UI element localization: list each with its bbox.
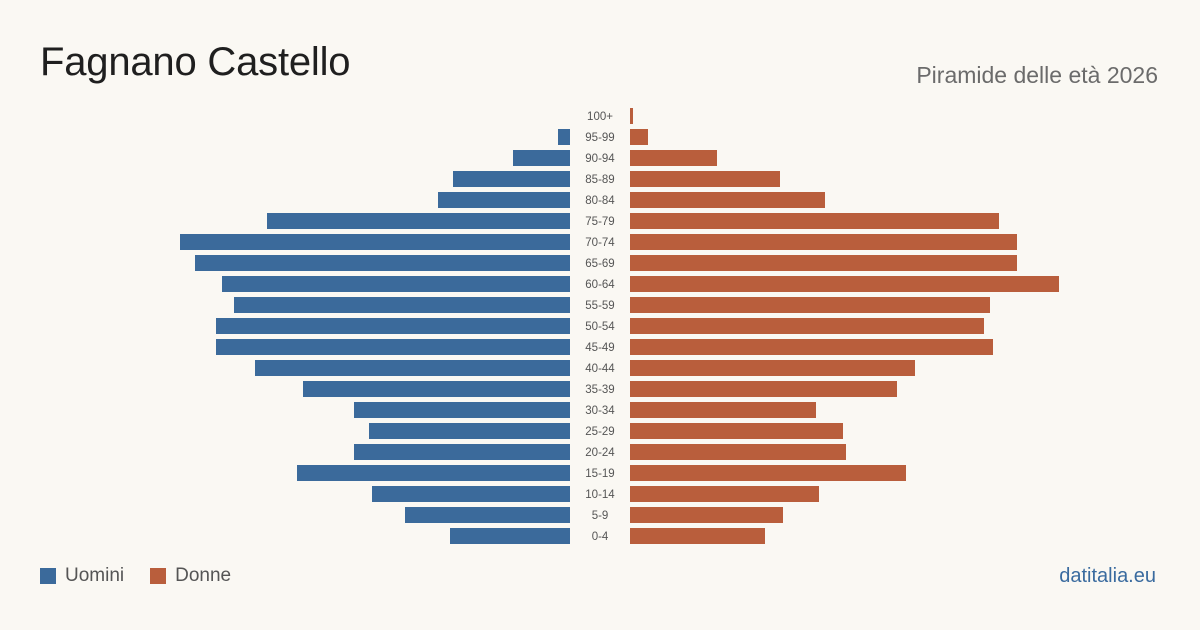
bar-women-60-64	[630, 276, 1059, 292]
bar-women-95-99	[630, 129, 648, 145]
age-label-90-94: 90-94	[585, 153, 615, 165]
age-label-60-64: 60-64	[585, 279, 615, 291]
bar-women-0-4	[630, 528, 765, 544]
age-label-80-84: 80-84	[585, 195, 615, 207]
age-label-65-69: 65-69	[585, 258, 614, 270]
age-label-30-34: 30-34	[585, 405, 615, 417]
bar-women-90-94	[630, 150, 717, 166]
bar-men-10-14	[372, 486, 570, 502]
bar-men-55-59	[234, 297, 570, 313]
legend: Uomini Donne	[40, 565, 257, 587]
bar-women-25-29	[630, 423, 843, 439]
age-label-20-24: 20-24	[585, 447, 615, 459]
bar-men-5-9	[405, 507, 570, 523]
bar-men-70-74	[180, 234, 570, 250]
age-label-45-49: 45-49	[585, 342, 614, 354]
bar-women-45-49	[630, 339, 993, 355]
bar-women-5-9	[630, 507, 783, 523]
bar-women-40-44	[630, 360, 915, 376]
age-label-25-29: 25-29	[585, 426, 614, 438]
bar-men-80-84	[438, 192, 570, 208]
bar-men-20-24	[354, 444, 570, 460]
bar-men-35-39	[303, 381, 570, 397]
age-label-95-99: 95-99	[585, 132, 614, 144]
age-label-15-19: 15-19	[585, 468, 614, 480]
bar-women-30-34	[630, 402, 816, 418]
age-label-55-59: 55-59	[585, 300, 614, 312]
legend-label-men: Uomini	[65, 565, 125, 586]
bar-women-80-84	[630, 192, 825, 208]
age-label-0-4: 0-4	[592, 531, 609, 543]
age-label-35-39: 35-39	[585, 384, 614, 396]
bar-men-90-94	[513, 150, 570, 166]
age-label-100+: 100+	[587, 111, 613, 123]
bar-women-10-14	[630, 486, 819, 502]
bar-women-85-89	[630, 171, 780, 187]
bar-men-45-49	[216, 339, 570, 355]
bar-women-55-59	[630, 297, 990, 313]
age-label-75-79: 75-79	[585, 216, 614, 228]
bar-women-50-54	[630, 318, 984, 334]
legend-item-women: Donne	[150, 565, 231, 587]
chart-title: Fagnano Castello	[40, 40, 351, 84]
bar-men-15-19	[297, 465, 570, 481]
bar-men-65-69	[195, 255, 570, 271]
age-label-50-54: 50-54	[585, 321, 615, 333]
bar-women-100+	[630, 108, 633, 124]
bar-men-75-79	[267, 213, 570, 229]
legend-label-women: Donne	[175, 565, 232, 586]
bar-men-95-99	[558, 129, 570, 145]
bar-women-75-79	[630, 213, 999, 229]
legend-swatch-women	[150, 568, 167, 584]
bar-men-0-4	[450, 528, 570, 544]
bar-women-35-39	[630, 381, 897, 397]
bar-men-50-54	[216, 318, 570, 334]
legend-swatch-men	[40, 568, 56, 584]
bar-women-20-24	[630, 444, 846, 460]
bar-men-25-29	[369, 423, 570, 439]
bar-women-70-74	[630, 234, 1017, 250]
age-label-85-89: 85-89	[585, 174, 614, 186]
bar-men-30-34	[354, 402, 570, 418]
brand-link[interactable]: datitalia.eu	[1059, 565, 1156, 587]
bar-women-65-69	[630, 255, 1017, 271]
bar-men-85-89	[453, 171, 570, 187]
age-label-70-74: 70-74	[585, 237, 615, 249]
bar-women-15-19	[630, 465, 906, 481]
legend-item-men: Uomini	[40, 565, 124, 587]
chart-subtitle: Piramide delle età 2026	[916, 62, 1158, 88]
bar-men-40-44	[255, 360, 570, 376]
bar-men-60-64	[222, 276, 570, 292]
age-label-10-14: 10-14	[585, 489, 615, 501]
age-label-5-9: 5-9	[592, 510, 609, 522]
age-label-40-44: 40-44	[585, 363, 615, 375]
